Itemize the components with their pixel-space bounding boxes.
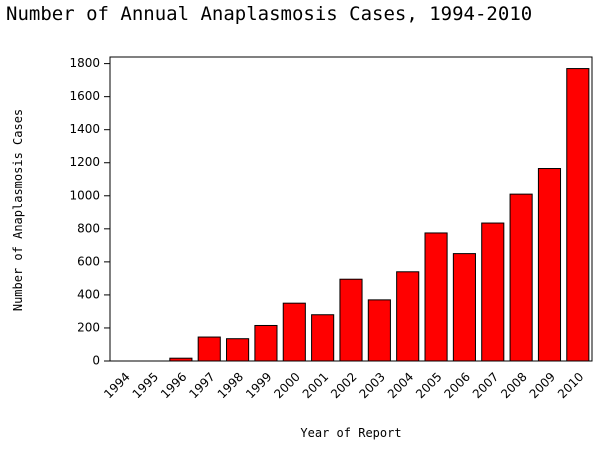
bar xyxy=(339,278,363,362)
bar xyxy=(282,302,306,362)
y-tick-label: 1400 xyxy=(69,122,100,136)
x-tick-label: 1998 xyxy=(215,370,246,401)
x-tick-label: 1994 xyxy=(101,370,132,401)
bar xyxy=(566,68,590,362)
x-axis-label: Year of Report xyxy=(300,426,401,440)
bar xyxy=(311,314,335,362)
x-tick-label: 2010 xyxy=(555,370,586,401)
bar xyxy=(396,271,420,362)
y-tick-label: 1800 xyxy=(69,56,100,70)
chart-title: Number of Annual Anaplasmosis Cases, 199… xyxy=(6,3,532,25)
bar xyxy=(424,232,448,362)
x-tick-label: 2009 xyxy=(527,370,558,401)
x-tick-label: 2006 xyxy=(442,370,473,401)
bar xyxy=(226,338,250,362)
x-tick-label: 2003 xyxy=(356,370,387,401)
x-tick-label: 1999 xyxy=(243,370,274,401)
y-tick-label: 1000 xyxy=(69,188,100,202)
y-tick-label: 800 xyxy=(77,221,100,235)
bar xyxy=(367,299,391,362)
x-tick-label: 2005 xyxy=(413,370,444,401)
bar xyxy=(254,324,278,362)
bar xyxy=(169,357,193,362)
bar xyxy=(509,193,533,362)
bar xyxy=(481,222,505,362)
y-tick-label: 1200 xyxy=(69,155,100,169)
x-tick-label: 1996 xyxy=(158,370,189,401)
y-tick-label: 200 xyxy=(77,320,100,334)
y-axis-label: Number of Anaplasmosis Cases xyxy=(11,109,25,311)
bar xyxy=(452,253,476,362)
x-tick-label: 2008 xyxy=(498,370,529,401)
x-tick-label: 1997 xyxy=(186,370,217,401)
x-tick-label: 1995 xyxy=(130,370,161,401)
x-tick-label: 2007 xyxy=(470,370,501,401)
y-tick-label: 400 xyxy=(77,287,100,301)
x-tick-label: 2001 xyxy=(300,370,331,401)
x-tick-label: 2002 xyxy=(328,370,359,401)
y-tick-label: 600 xyxy=(77,254,100,268)
x-tick-label: 2000 xyxy=(271,370,302,401)
y-tick-label: 0 xyxy=(92,354,100,368)
x-tick-label: 2004 xyxy=(385,370,416,401)
bar xyxy=(537,168,562,362)
y-tick-label: 1600 xyxy=(69,89,100,103)
bar xyxy=(197,336,221,362)
